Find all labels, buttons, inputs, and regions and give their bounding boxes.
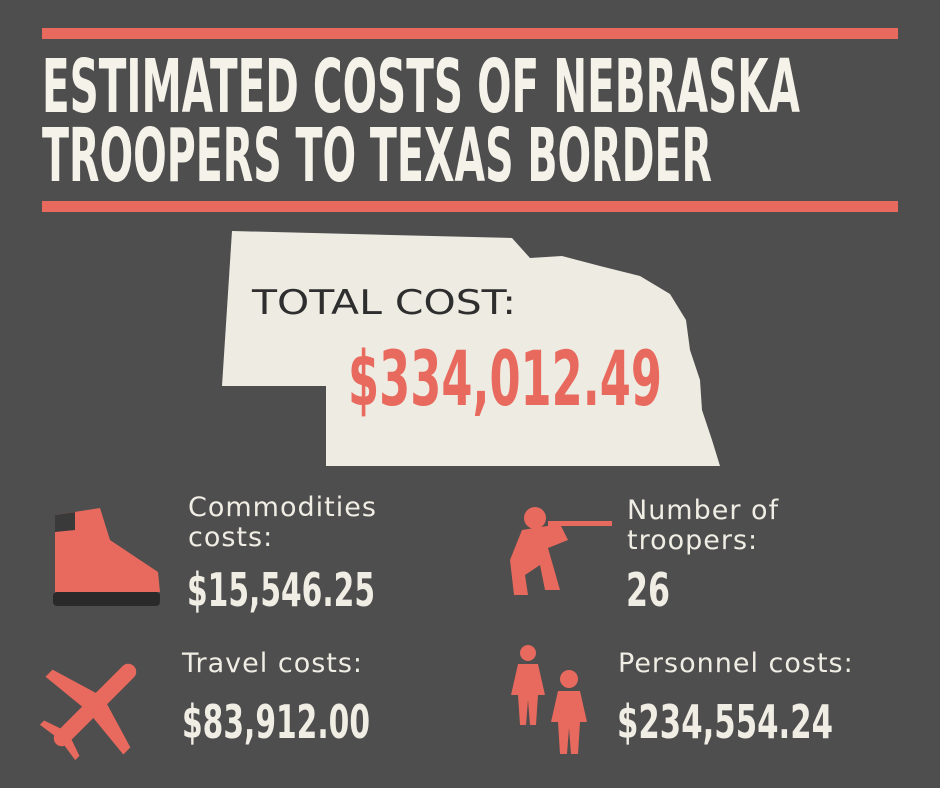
item-value: $234,554.24 [617, 695, 833, 749]
total-value: $334,012.49 [348, 334, 662, 423]
item-label: Personnel costs: [618, 648, 854, 679]
item-label: costs: [188, 522, 273, 553]
people-icon [511, 645, 587, 754]
plane-icon [39, 663, 137, 761]
nebraska-shape [222, 231, 720, 466]
item-value: $15,546.25 [187, 563, 375, 617]
item-label: Commodities [188, 492, 377, 523]
item-label: Travel costs: [181, 648, 363, 679]
soldier-icon [510, 507, 612, 595]
total-label: TOTAL COST: [251, 283, 516, 323]
item-label: Number of [627, 495, 780, 526]
title-line: ESTIMATED COSTS OF NEBRASKA [42, 44, 800, 130]
bottom-rule [42, 201, 898, 212]
top-rule [42, 28, 898, 39]
title-line: TROOPERS TO TEXAS BORDER [42, 113, 712, 199]
boot-icon [53, 508, 160, 606]
item-value: $83,912.00 [182, 695, 370, 749]
item-value: 26 [626, 563, 670, 617]
item-label: troopers: [627, 525, 758, 556]
